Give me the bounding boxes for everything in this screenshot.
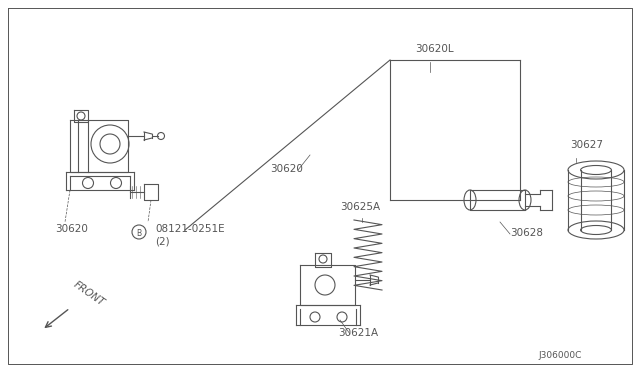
Text: FRONT: FRONT: [72, 279, 107, 308]
Text: 30620: 30620: [270, 164, 303, 174]
Text: 30620: 30620: [55, 224, 88, 234]
Text: 30627: 30627: [570, 140, 603, 150]
Text: J306000C: J306000C: [539, 351, 582, 360]
Text: B: B: [136, 230, 141, 238]
Text: 30625A: 30625A: [340, 202, 380, 212]
Text: 30620L: 30620L: [415, 44, 454, 54]
Text: 30621A: 30621A: [338, 328, 378, 338]
Text: 30628: 30628: [510, 228, 543, 238]
Text: 08121-0251E: 08121-0251E: [155, 224, 225, 234]
Text: (2): (2): [155, 236, 170, 246]
